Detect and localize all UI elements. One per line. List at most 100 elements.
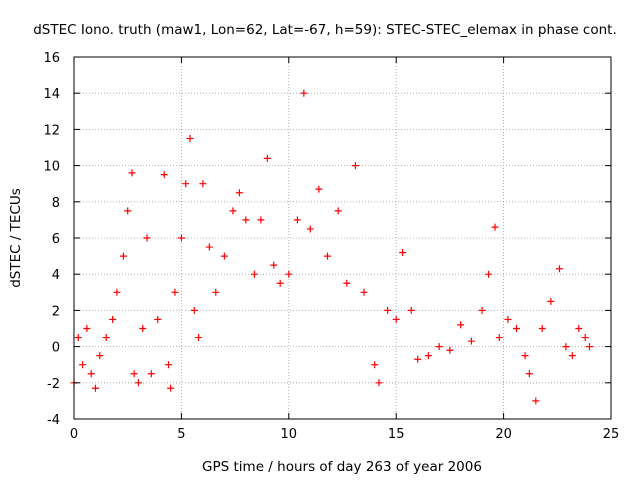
data-points — [70, 89, 594, 405]
data-point — [375, 379, 383, 387]
data-point — [190, 306, 198, 314]
data-point — [250, 270, 258, 278]
data-point — [300, 89, 308, 97]
x-tick-label: 20 — [495, 427, 512, 442]
data-point — [414, 355, 422, 363]
data-point — [102, 334, 110, 342]
data-point — [87, 370, 95, 378]
data-point — [399, 248, 407, 256]
data-point — [343, 279, 351, 287]
data-point — [467, 337, 475, 345]
data-point — [525, 370, 533, 378]
data-point — [424, 352, 432, 360]
data-point — [165, 361, 173, 369]
y-tick-label: 10 — [43, 160, 60, 175]
data-point — [485, 270, 493, 278]
data-point — [351, 162, 359, 170]
data-point — [568, 352, 576, 360]
data-point — [96, 352, 104, 360]
data-point — [555, 265, 563, 273]
data-point — [167, 384, 175, 392]
data-point — [220, 252, 228, 260]
y-tick-label: 16 — [43, 51, 60, 66]
data-point — [113, 288, 121, 296]
data-point — [205, 243, 213, 251]
data-point — [139, 325, 147, 332]
y-tick-label: 4 — [52, 268, 60, 283]
data-point — [384, 306, 392, 314]
data-point — [581, 334, 589, 342]
data-point — [495, 334, 503, 342]
data-point — [521, 352, 529, 360]
data-point — [334, 207, 342, 215]
y-tick-label: 6 — [52, 232, 60, 247]
data-point — [371, 361, 379, 369]
data-point — [435, 343, 443, 351]
data-point — [392, 315, 400, 323]
data-point — [134, 379, 142, 387]
data-point — [182, 180, 190, 188]
data-point — [177, 234, 185, 242]
data-point — [315, 185, 323, 193]
data-point — [457, 321, 465, 329]
data-point — [154, 315, 162, 323]
data-point — [242, 216, 250, 224]
data-point — [212, 288, 220, 296]
data-point — [195, 334, 203, 342]
data-point — [79, 361, 87, 369]
data-point — [446, 346, 454, 354]
y-tick-label: 2 — [52, 304, 60, 319]
data-point — [257, 216, 265, 224]
data-point — [491, 223, 499, 231]
data-point — [186, 134, 194, 142]
data-point — [74, 334, 82, 342]
data-point — [119, 252, 127, 260]
x-tick-label: 5 — [177, 427, 185, 442]
data-point — [306, 225, 314, 233]
data-point — [130, 370, 138, 378]
data-point — [276, 279, 284, 287]
axis-ticks: 0 5 10 15 20 25 -4 -2 0 2 4 6 8 10 12 14 16 — [43, 51, 619, 442]
x-tick-label: 0 — [70, 427, 78, 442]
data-point — [143, 234, 151, 242]
data-point — [83, 325, 91, 332]
data-point — [171, 288, 179, 296]
x-tick-label: 10 — [281, 427, 298, 442]
data-point — [91, 384, 99, 392]
data-point — [124, 207, 132, 215]
data-point — [547, 297, 555, 305]
y-tick-label: -4 — [47, 413, 60, 428]
data-point — [512, 325, 520, 332]
x-tick-label: 15 — [388, 427, 405, 442]
data-point — [263, 154, 271, 162]
y-tick-label: -2 — [47, 377, 60, 392]
y-tick-label: 14 — [43, 87, 60, 102]
chart-title: dSTEC Iono. truth (maw1, Lon=62, Lat=-67… — [33, 22, 617, 38]
data-point — [147, 370, 155, 378]
data-point — [575, 325, 583, 332]
data-point — [538, 325, 546, 332]
data-point — [478, 306, 486, 314]
data-point — [293, 216, 301, 224]
grid-lines — [74, 57, 611, 419]
data-point — [407, 306, 415, 314]
data-point — [199, 180, 207, 188]
data-point — [360, 288, 368, 296]
y-tick-label: 8 — [52, 196, 60, 211]
y-tick-label: 12 — [43, 123, 60, 138]
data-point — [323, 252, 331, 260]
data-point — [532, 397, 540, 405]
data-point — [235, 189, 243, 197]
data-point — [270, 261, 278, 269]
data-point — [160, 171, 168, 179]
data-point — [586, 343, 594, 351]
y-axis-label: dSTEC / TECUs — [8, 188, 24, 288]
x-axis-label: GPS time / hours of day 263 of year 2006 — [202, 459, 482, 475]
y-tick-label: 0 — [52, 341, 60, 356]
data-point — [285, 270, 293, 278]
data-point — [229, 207, 237, 215]
data-point — [128, 169, 136, 177]
data-point — [504, 315, 512, 323]
